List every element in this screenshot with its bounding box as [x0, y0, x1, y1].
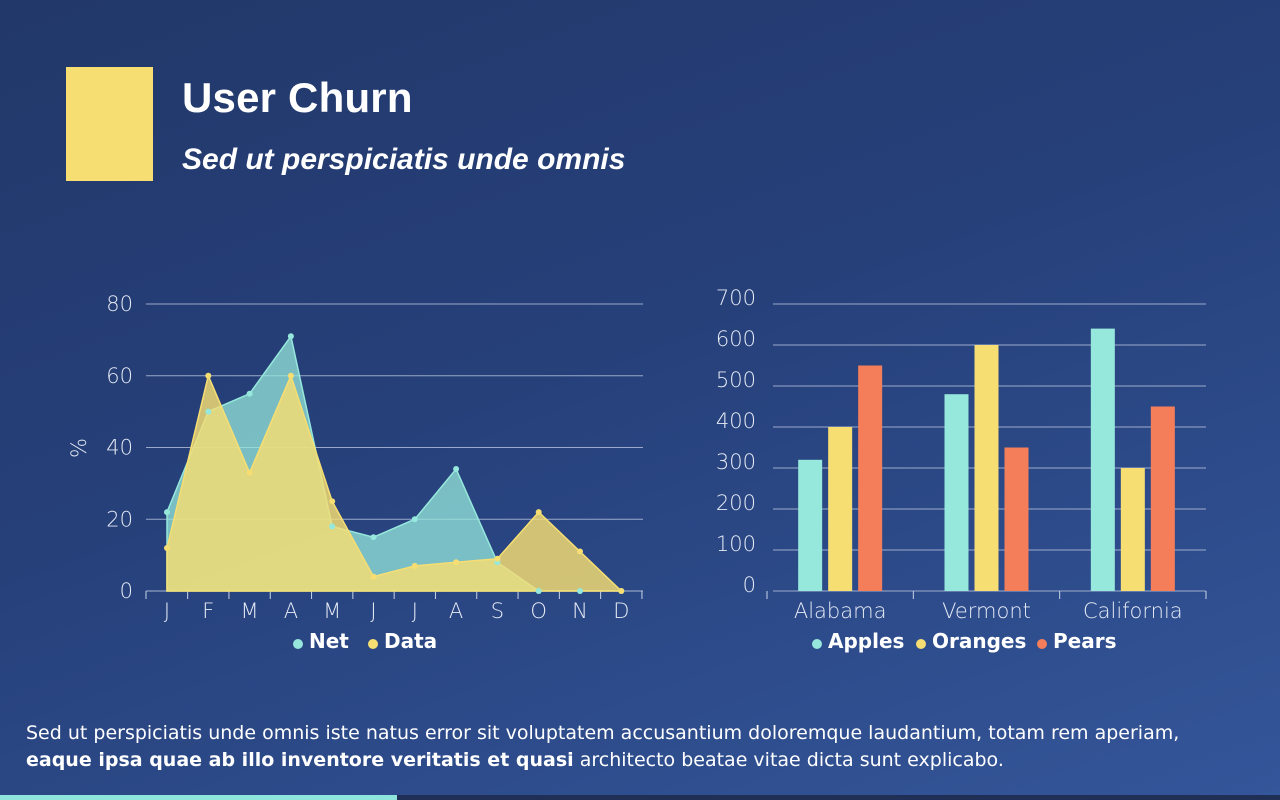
- area-point-data: [329, 498, 336, 505]
- bar-pears-alabama: [858, 365, 883, 591]
- area-x-tick-label: A: [449, 599, 463, 623]
- bar-pears-vermont: [1004, 447, 1029, 591]
- bar-y-tick-label: 400: [716, 409, 756, 433]
- area-x-tick-label: A: [284, 599, 298, 623]
- area-point-net: [164, 509, 170, 516]
- legend-label-apples: Apples: [828, 629, 904, 653]
- area-point-net: [246, 390, 253, 397]
- area-point-net: [453, 466, 460, 473]
- bar-y-tick-label: 300: [716, 450, 756, 474]
- area-x-tick-label: F: [202, 599, 214, 623]
- bar-y-tick-label: 200: [716, 491, 756, 515]
- legend-label-oranges: Oranges: [932, 629, 1026, 653]
- bar-oranges-vermont: [974, 345, 999, 591]
- page-title: User Churn: [182, 74, 413, 121]
- legend-label-net: Net: [309, 629, 349, 653]
- area-point-net: [329, 523, 336, 530]
- legend-marker-pears: [1037, 639, 1047, 649]
- bar-oranges-california: [1120, 468, 1145, 591]
- area-point-net: [370, 534, 377, 541]
- area-point-data: [411, 562, 418, 569]
- area-point-data: [577, 548, 583, 555]
- area-y-axis-label: %: [67, 438, 91, 458]
- area-point-net: [535, 588, 542, 594]
- area-point-data: [494, 555, 501, 562]
- area-point-data: [287, 372, 294, 379]
- legend-label-pears: Pears: [1053, 629, 1117, 653]
- bar-x-tick-label: Alabama: [794, 599, 887, 623]
- area-series-data: [166, 373, 624, 592]
- legend-marker-net: [293, 639, 303, 649]
- bar-apples-vermont: [944, 394, 969, 591]
- legend-marker-data: [368, 639, 378, 649]
- area-point-net: [411, 516, 418, 523]
- footer-paragraph: Sed ut perspiciatis unde omnis iste natu…: [26, 720, 1256, 774]
- area-point-net: [287, 333, 294, 340]
- area-y-tick-label: 60: [106, 364, 133, 388]
- area-y-tick-label: 80: [106, 292, 133, 316]
- title-accent-box: [66, 67, 153, 181]
- bar-y-tick-label: 0: [743, 573, 756, 597]
- bar-pears-california: [1150, 406, 1175, 591]
- area-point-data: [370, 573, 377, 580]
- bar-chart: 0 100 200 300 400 500 600 700 Alabama Vermont Cali…: [715, 286, 1207, 653]
- area-point-data: [618, 588, 625, 594]
- area-chart: 0 20 40 60 80% J F M A M J J A S O N D Net Data: [67, 292, 643, 653]
- page-subtitle: Sed ut perspiciatis unde omnis: [182, 143, 626, 176]
- legend-marker-apples: [812, 639, 822, 649]
- area-x-tick-label: J: [370, 599, 376, 623]
- slide-progress-fill: [0, 795, 397, 800]
- bar-x-tick-label: Vermont: [942, 599, 1031, 623]
- bar-y-tick-label: 600: [716, 327, 756, 351]
- bar-apples-california: [1090, 328, 1115, 591]
- bar-x-tick-label: California: [1083, 599, 1183, 623]
- area-x-tick-label: S: [491, 599, 504, 623]
- footer-text-3: architecto beatae vitae dicta sunt expli…: [573, 749, 1004, 771]
- area-point-net: [205, 408, 212, 415]
- area-x-tick-label: J: [412, 599, 418, 623]
- area-y-tick-label: 0: [120, 579, 133, 603]
- area-x-tick-label: M: [323, 599, 341, 623]
- bar-y-tick-label: 700: [716, 286, 756, 310]
- slide-progress-track: [0, 795, 1280, 800]
- area-y-tick-label: 20: [106, 507, 133, 531]
- area-point-data: [453, 559, 460, 566]
- footer-text-bold: eaque ipsa quae ab illo inventore verita…: [26, 749, 574, 771]
- area-point-data: [246, 469, 253, 476]
- area-point-net: [577, 588, 583, 594]
- legend-marker-oranges: [916, 639, 926, 649]
- area-point-data: [164, 544, 170, 551]
- area-point-data: [205, 372, 212, 379]
- bar-y-tick-label: 100: [716, 532, 756, 556]
- bar-y-tick-label: 500: [716, 368, 756, 392]
- area-x-tick-label: M: [241, 599, 259, 623]
- footer-text-1: Sed ut perspiciatis unde omnis iste natu…: [26, 722, 1180, 744]
- area-x-tick-label: J: [164, 599, 170, 623]
- area-x-tick-label: O: [530, 599, 547, 623]
- area-x-tick-label: N: [572, 599, 588, 623]
- legend-label-data: Data: [384, 629, 437, 653]
- bar-oranges-alabama: [828, 427, 853, 591]
- area-y-tick-label: 40: [106, 436, 133, 460]
- bar-apples-alabama: [798, 459, 823, 591]
- area-x-tick-label: D: [613, 599, 629, 623]
- area-point-data: [535, 509, 542, 516]
